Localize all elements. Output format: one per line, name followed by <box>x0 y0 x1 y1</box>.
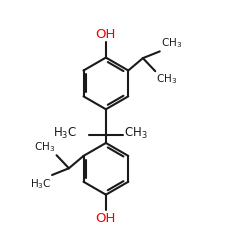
Text: OH: OH <box>96 212 116 225</box>
Text: CH$_3$: CH$_3$ <box>156 72 177 86</box>
Text: OH: OH <box>96 28 116 41</box>
Text: CH$_3$: CH$_3$ <box>34 140 56 154</box>
Text: H$_3$C: H$_3$C <box>30 177 51 190</box>
Text: H$_3$C: H$_3$C <box>52 126 77 141</box>
Text: CH$_3$: CH$_3$ <box>161 36 182 50</box>
Text: CH$_3$: CH$_3$ <box>124 126 148 141</box>
